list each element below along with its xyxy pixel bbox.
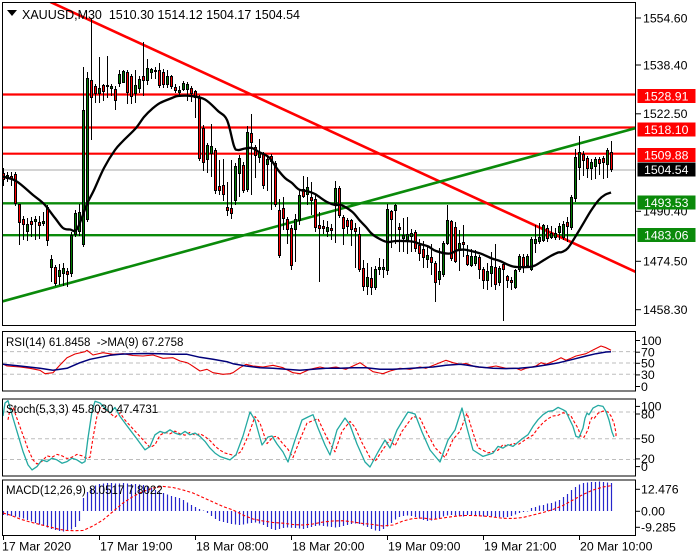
svg-text:18 Mar 08:00: 18 Mar 08:00: [196, 540, 269, 554]
svg-text:50: 50: [641, 432, 655, 446]
svg-text:MACD(12,26,9) 8.0517 7.8022: MACD(12,26,9) 8.0517 7.8022: [6, 485, 163, 497]
svg-text:0: 0: [641, 380, 648, 394]
svg-text:1518.10: 1518.10: [644, 123, 689, 137]
svg-text:1554.60: 1554.60: [643, 11, 688, 25]
svg-text:100: 100: [641, 334, 662, 348]
svg-text:0: 0: [641, 460, 648, 474]
svg-text:1483.06: 1483.06: [644, 228, 689, 242]
svg-text:30: 30: [641, 368, 655, 382]
svg-text:70: 70: [641, 346, 655, 360]
svg-text:1493.53: 1493.53: [644, 196, 689, 210]
svg-text:Stoch(5,3,3) 45.8030 47.4731: Stoch(5,3,3) 45.8030 47.4731: [6, 404, 158, 416]
svg-text:12.476: 12.476: [641, 483, 679, 497]
svg-text:0.00: 0.00: [641, 505, 665, 519]
svg-text:19 Mar 21:00: 19 Mar 21:00: [484, 540, 557, 554]
svg-text:1504.54: 1504.54: [644, 163, 689, 177]
svg-text:17 Mar 19:00: 17 Mar 19:00: [100, 540, 173, 554]
svg-text:50: 50: [641, 357, 655, 371]
svg-text:1509.88: 1509.88: [644, 148, 689, 162]
svg-text:1458.30: 1458.30: [643, 303, 688, 317]
svg-text:1522.50: 1522.50: [643, 107, 688, 121]
svg-text:1528.91: 1528.91: [644, 89, 689, 103]
svg-text:20: 20: [641, 452, 655, 466]
svg-text:1474.50: 1474.50: [643, 255, 688, 269]
svg-text:80: 80: [641, 407, 655, 421]
svg-text:100: 100: [641, 400, 662, 414]
svg-text:20 Mar 10:00: 20 Mar 10:00: [580, 540, 653, 554]
svg-text:RSI(14) 61.8458 ->MA(9) 67.27: RSI(14) 61.8458 ->MA(9) 67.2758: [6, 337, 183, 349]
svg-text:XAUUSD,M30 1510.30 1514.12 15: XAUUSD,M30 1510.30 1514.12 1504.17 1504.…: [22, 8, 300, 22]
svg-text:18 Mar 20:00: 18 Mar 20:00: [292, 540, 365, 554]
svg-text:17 Mar 2020: 17 Mar 2020: [2, 540, 71, 554]
svg-text:19 Mar 09:00: 19 Mar 09:00: [388, 540, 461, 554]
svg-text:1538.40: 1538.40: [643, 58, 688, 72]
svg-text:-9.285: -9.285: [641, 521, 676, 535]
